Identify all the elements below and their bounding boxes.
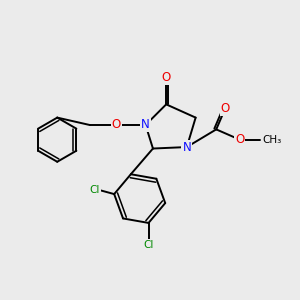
Text: O: O	[162, 71, 171, 84]
Text: N: N	[182, 141, 191, 154]
Text: O: O	[235, 133, 244, 146]
Text: O: O	[220, 102, 230, 115]
Text: O: O	[112, 118, 121, 131]
Text: Cl: Cl	[90, 185, 100, 195]
Text: CH₃: CH₃	[262, 135, 281, 145]
Text: N: N	[141, 118, 150, 131]
Text: Cl: Cl	[143, 240, 154, 250]
